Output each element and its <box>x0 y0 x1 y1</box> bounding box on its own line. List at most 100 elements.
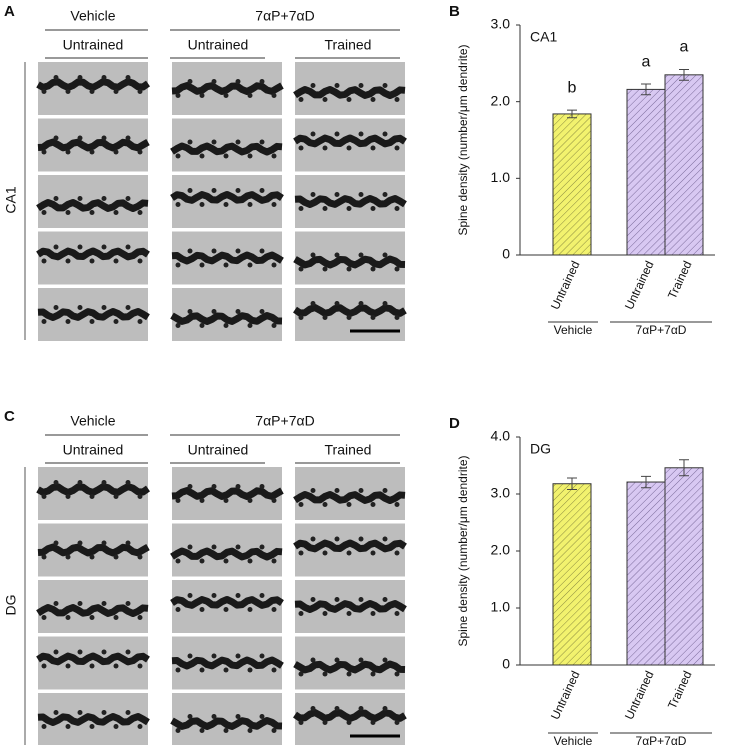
error-bar <box>679 68 689 81</box>
spine <box>322 502 328 507</box>
spine <box>113 319 119 324</box>
dendrite <box>170 596 284 609</box>
dendrite <box>37 543 150 557</box>
spine <box>199 202 205 207</box>
error-bar <box>641 83 651 96</box>
spine <box>394 266 400 272</box>
spine <box>65 149 71 155</box>
spine <box>394 206 400 211</box>
spine <box>298 550 304 556</box>
chart-title: DG <box>530 441 551 457</box>
spine <box>89 210 95 215</box>
spine <box>310 536 316 542</box>
spine <box>394 611 400 616</box>
spine <box>125 305 131 310</box>
group-header: 7αP+7αD <box>255 413 314 429</box>
spine <box>41 494 47 499</box>
spine <box>394 550 400 556</box>
dendrite <box>293 491 406 504</box>
spine <box>187 484 193 489</box>
y-tick-label: 3.0 <box>491 485 511 501</box>
x-tick-label: Trained <box>665 259 695 301</box>
dendrite <box>170 547 283 561</box>
spine <box>346 671 352 677</box>
dendrite <box>293 255 406 269</box>
spine <box>370 145 376 151</box>
spine <box>187 309 193 314</box>
spine <box>259 139 265 145</box>
x-tick-label: Untrained <box>622 669 657 722</box>
spine <box>89 724 95 729</box>
bar <box>664 74 704 256</box>
spine <box>346 206 352 211</box>
spine <box>334 252 340 258</box>
spine <box>89 319 95 324</box>
spine <box>235 139 241 145</box>
spine <box>223 558 229 564</box>
spine <box>101 305 107 310</box>
dendrite <box>293 709 407 722</box>
spine <box>235 593 241 598</box>
spine <box>89 615 95 620</box>
spine <box>358 536 364 542</box>
dendrite <box>36 604 149 617</box>
spine <box>41 149 47 155</box>
spine <box>382 131 388 137</box>
spine <box>137 615 143 620</box>
spine <box>175 558 181 564</box>
spine <box>41 554 47 560</box>
spine <box>101 75 107 80</box>
spine <box>370 611 376 616</box>
spine <box>370 97 376 102</box>
spine <box>53 305 59 310</box>
spine <box>211 714 217 719</box>
spine <box>310 192 316 197</box>
spine <box>310 488 316 493</box>
spine <box>271 323 277 328</box>
spine <box>65 724 71 729</box>
significance-letter: a <box>680 39 689 56</box>
spine <box>53 601 59 606</box>
spine <box>101 540 107 546</box>
dendrite <box>294 600 407 613</box>
spine <box>65 494 71 499</box>
spine <box>65 319 71 324</box>
spine <box>235 248 241 254</box>
spine <box>259 484 265 489</box>
spine <box>175 728 181 733</box>
spine <box>65 210 71 215</box>
dendrite <box>293 134 407 148</box>
spine <box>41 89 47 94</box>
spine <box>77 196 83 201</box>
spine <box>334 488 340 493</box>
spine <box>77 305 83 310</box>
spine <box>322 671 328 677</box>
spine <box>223 498 229 503</box>
spine <box>394 502 400 507</box>
spine <box>259 714 265 719</box>
spine <box>346 550 352 556</box>
spine <box>235 188 241 193</box>
spine <box>101 601 107 606</box>
spine <box>247 728 253 733</box>
dendrite <box>171 251 284 265</box>
spine <box>89 149 95 155</box>
spine <box>334 192 340 197</box>
spine <box>334 597 340 602</box>
spine <box>298 97 304 102</box>
spine <box>298 206 304 211</box>
spine <box>137 663 143 669</box>
dendrite <box>171 82 284 95</box>
spine <box>113 210 119 215</box>
spine <box>199 558 205 564</box>
spine <box>211 139 217 145</box>
spine <box>298 145 304 151</box>
spine <box>370 550 376 556</box>
panel-label: B <box>449 3 460 20</box>
spine <box>346 97 352 102</box>
spine <box>346 145 352 151</box>
spine <box>322 611 328 616</box>
spine <box>199 93 205 98</box>
dendrite <box>36 483 150 496</box>
